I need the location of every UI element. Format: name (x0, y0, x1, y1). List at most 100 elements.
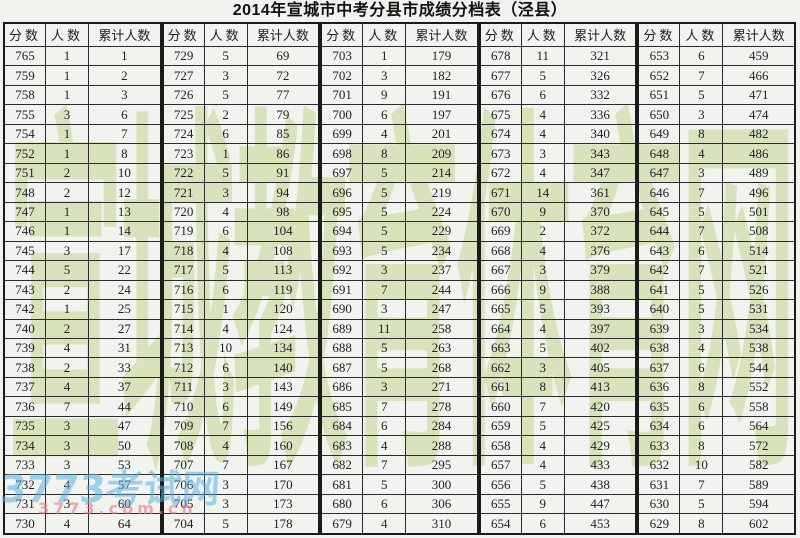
table-row: 698 8 209 (320, 143, 479, 164)
cumulative-cell: 156 (246, 415, 320, 437)
cumulative-cell: 501 (722, 201, 796, 223)
score-tables: 分数 人数 累计人数 765 1 1 759 1 2 758 1 3 755 3 6 754 1 7 752 1 8 75… (3, 22, 796, 535)
column-header-cumulative: 累计人数 (563, 22, 637, 47)
column-header-cumulative: 累计人数 (246, 22, 320, 47)
table-row: 666 9 388 (479, 279, 637, 301)
count-cell: 6 (203, 221, 248, 242)
score-cell: 644 (637, 221, 681, 242)
table-row: 675 4 336 (479, 104, 637, 125)
table-row: 635 6 558 (637, 396, 796, 417)
count-cell: 3 (44, 240, 90, 262)
table-row: 657 4 433 (479, 454, 637, 476)
cumulative-cell: 558 (722, 396, 796, 417)
table-row: 720 4 98 (162, 201, 320, 223)
table-row: 738 2 33 (3, 357, 162, 378)
count-cell: 5 (362, 162, 407, 184)
score-cell: 648 (637, 143, 681, 164)
score-cell: 641 (637, 279, 681, 301)
column-header-cumulative: 累计人数 (405, 22, 479, 47)
score-cell: 711 (162, 376, 205, 398)
score-cell: 737 (3, 376, 46, 398)
score-cell: 639 (637, 318, 681, 340)
table-row: 645 5 501 (637, 201, 796, 223)
count-cell: 11 (362, 318, 407, 340)
count-cell: 4 (679, 338, 724, 359)
count-cell: 1 (44, 45, 90, 67)
count-cell: 5 (362, 201, 407, 223)
table-row: 710 6 149 (162, 396, 320, 417)
table-row: 695 5 224 (320, 201, 479, 223)
score-cell: 653 (637, 45, 681, 67)
count-cell: 8 (679, 123, 724, 145)
table-row: 730 4 64 (3, 513, 162, 535)
cumulative-cell: 53 (88, 454, 162, 476)
cumulative-cell: 182 (405, 65, 479, 86)
table-row: 729 5 69 (162, 45, 320, 67)
cumulative-cell: 295 (405, 454, 479, 476)
table-row: 687 5 268 (320, 357, 479, 378)
score-cell: 707 (162, 454, 205, 476)
count-cell: 5 (362, 240, 407, 262)
table-row: 651 5 471 (637, 84, 796, 106)
score-cell: 678 (479, 45, 522, 67)
score-cell: 675 (479, 104, 522, 125)
cumulative-cell: 372 (563, 221, 637, 242)
table-row: 700 6 197 (320, 104, 479, 125)
score-cell: 646 (637, 182, 681, 203)
cumulative-cell: 508 (722, 221, 796, 242)
table-row: 664 4 397 (479, 318, 637, 340)
count-cell: 5 (679, 493, 724, 515)
count-cell: 3 (203, 474, 248, 495)
count-cell: 3 (679, 318, 724, 340)
cumulative-cell: 113 (246, 260, 320, 281)
table-row: 633 8 572 (637, 435, 796, 456)
count-cell: 5 (520, 474, 565, 495)
header-row: 分数 人数 累计人数 (479, 22, 637, 47)
count-cell: 5 (203, 260, 248, 281)
count-cell: 4 (203, 435, 248, 456)
cumulative-cell: 453 (563, 513, 637, 535)
cumulative-cell: 1 (88, 45, 162, 67)
count-cell: 7 (679, 65, 724, 86)
count-cell: 3 (44, 435, 90, 456)
cumulative-cell: 77 (246, 84, 320, 106)
table-row: 637 6 544 (637, 357, 796, 378)
table-row: 702 3 182 (320, 65, 479, 86)
score-cell: 665 (479, 299, 522, 320)
table-row: 755 3 6 (3, 104, 162, 125)
cumulative-cell: 31 (88, 338, 162, 359)
header-row: 分数 人数 累计人数 (637, 22, 796, 47)
count-cell: 5 (679, 299, 724, 320)
count-cell: 5 (520, 299, 565, 320)
cumulative-cell: 108 (246, 240, 320, 262)
cumulative-cell: 247 (405, 299, 479, 320)
cumulative-cell: 544 (722, 357, 796, 378)
table-row: 723 1 86 (162, 143, 320, 164)
count-cell: 8 (679, 513, 724, 535)
score-cell: 693 (320, 240, 364, 262)
score-cell: 729 (162, 45, 205, 67)
table-row: 656 5 438 (479, 474, 637, 495)
score-cell: 710 (162, 396, 205, 417)
column-header-cumulative: 累计人数 (88, 22, 162, 47)
cumulative-cell: 340 (563, 123, 637, 145)
count-cell: 7 (679, 474, 724, 495)
count-cell: 6 (203, 279, 248, 301)
score-cell: 668 (479, 240, 522, 262)
table-row: 661 8 413 (479, 376, 637, 398)
score-cell: 630 (637, 493, 681, 515)
count-cell: 5 (362, 474, 407, 495)
cumulative-cell: 104 (246, 221, 320, 242)
score-cell: 726 (162, 84, 205, 106)
table-row: 668 4 376 (479, 240, 637, 262)
score-cell: 660 (479, 396, 522, 417)
table-row: 735 3 47 (3, 415, 162, 437)
count-cell: 4 (520, 123, 565, 145)
cumulative-cell: 219 (405, 182, 479, 203)
table-row: 683 4 288 (320, 435, 479, 456)
cumulative-cell: 482 (722, 123, 796, 145)
count-cell: 9 (520, 493, 565, 515)
count-cell: 4 (520, 318, 565, 340)
score-cell: 656 (479, 474, 522, 495)
count-cell: 3 (203, 182, 248, 203)
